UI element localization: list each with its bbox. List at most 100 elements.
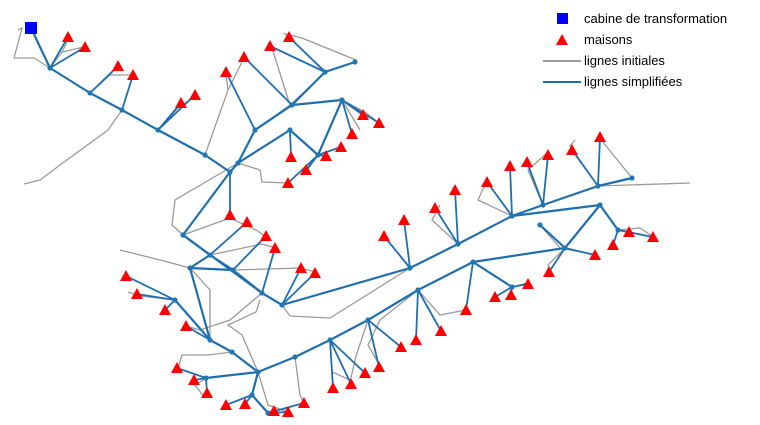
simplified-line-segment xyxy=(290,98,344,107)
house-triangle-icon xyxy=(460,304,472,315)
house-feeder-segment xyxy=(548,247,566,273)
simplified-line-segment xyxy=(256,355,297,374)
house-feeder-segment xyxy=(367,319,380,368)
line-node xyxy=(187,265,193,271)
house-feeder-segment xyxy=(454,189,459,245)
line-node xyxy=(230,267,236,273)
line-node xyxy=(562,245,568,251)
house-triangle-icon xyxy=(566,144,578,155)
house-feeder-segment xyxy=(434,207,459,245)
house-triangle-icon xyxy=(373,361,385,372)
house-feeder-segment xyxy=(49,36,69,69)
house-feeder-segment xyxy=(232,235,267,271)
initial-line-segment xyxy=(185,292,263,373)
house-triangle-icon xyxy=(556,34,568,45)
initial-line-segment xyxy=(349,289,467,383)
simplified-line-segment xyxy=(208,338,234,354)
house-feeder-segment xyxy=(415,289,419,341)
house-feeder-segment xyxy=(261,247,276,294)
house-triangle-icon xyxy=(295,262,307,273)
line-node xyxy=(315,152,321,158)
house-triangle-icon xyxy=(201,387,213,398)
initial-line-segment xyxy=(127,291,253,405)
line-node xyxy=(352,59,358,65)
substation-icon xyxy=(25,22,37,34)
house-triangle-icon xyxy=(481,176,493,187)
house-feeder-segment xyxy=(157,94,196,131)
simplified-line-segment xyxy=(173,298,212,342)
line-node xyxy=(155,127,161,133)
house-triangle-icon xyxy=(309,267,321,278)
house-feeder-segment xyxy=(225,71,256,131)
simplified-line-segment xyxy=(290,70,327,107)
simplified-line-segment xyxy=(538,223,567,250)
line-node xyxy=(47,65,53,71)
simplified-line-segment xyxy=(323,60,357,74)
house-triangle-icon xyxy=(607,239,619,250)
house-triangle-icon xyxy=(220,66,232,77)
simplified-line-segment xyxy=(596,176,634,188)
initial-line-segment xyxy=(289,99,380,173)
house-triangle-icon xyxy=(120,270,132,281)
house-triangle-icon xyxy=(594,131,606,142)
house-triangle-icon xyxy=(238,51,250,62)
house-triangle-icon xyxy=(504,160,516,171)
house-feeder-segment xyxy=(564,247,596,256)
simplified-line-segment xyxy=(280,266,412,307)
simplified-line-icon xyxy=(543,80,581,83)
simplified-line-segment xyxy=(328,318,370,342)
house-triangle-icon xyxy=(320,150,332,161)
house-triangle-icon xyxy=(345,378,357,389)
house-triangle-icon xyxy=(300,164,312,175)
house-feeder-segment xyxy=(571,149,599,187)
house-triangle-icon xyxy=(159,304,171,315)
simplified-line-segment xyxy=(29,26,52,70)
simplified-line-segment xyxy=(188,253,212,270)
line-node xyxy=(119,107,125,113)
simplified-line-segment xyxy=(250,393,270,415)
line-node xyxy=(470,259,476,265)
house-triangle-icon xyxy=(449,184,461,195)
simplified-lines xyxy=(29,26,654,415)
line-node xyxy=(180,232,186,238)
legend-label-houses: maisons xyxy=(584,32,633,47)
simplified-line-segment xyxy=(181,170,232,237)
house-triangle-icon xyxy=(180,320,192,331)
initial-line-segment xyxy=(49,39,130,94)
initial-line-segment xyxy=(119,249,233,369)
line-node xyxy=(207,252,213,258)
simplified-line-segment xyxy=(563,203,602,250)
house-triangle-icon xyxy=(220,399,232,410)
line-node xyxy=(597,202,603,208)
house-triangle-icon xyxy=(489,291,501,302)
initial-line-segment xyxy=(204,57,245,156)
house-triangle-icon xyxy=(269,242,281,253)
simplified-line-segment xyxy=(416,260,475,292)
line-node xyxy=(509,213,515,219)
line-nodes xyxy=(47,59,635,416)
house-triangle-icon xyxy=(268,405,280,416)
house-triangle-icon xyxy=(435,325,447,336)
line-node xyxy=(252,127,258,133)
house-triangle-icon xyxy=(521,156,533,167)
simplified-line-segment xyxy=(236,128,257,165)
house-feeder-segment xyxy=(367,319,402,348)
house-feeder-segment xyxy=(329,339,366,374)
house-feeder-segment xyxy=(403,219,411,269)
simplified-line-segment xyxy=(541,184,600,207)
house-triangle-icon xyxy=(327,382,339,393)
simplified-line-segment xyxy=(230,350,260,374)
simplified-line-segment xyxy=(188,266,212,342)
house-feeder-segment xyxy=(243,56,293,106)
house-triangle-icon xyxy=(282,177,294,188)
simplified-line-segment xyxy=(120,108,160,132)
legend-label-initial-lines: lignes initiales xyxy=(584,53,665,68)
house-triangle-icon xyxy=(357,109,369,120)
line-node xyxy=(289,102,295,108)
simplified-line-segment xyxy=(203,153,232,174)
line-node xyxy=(629,175,635,181)
house-triangle-icon xyxy=(395,341,407,352)
house-feeder-segment xyxy=(281,267,302,306)
house-triangle-icon xyxy=(298,397,310,408)
